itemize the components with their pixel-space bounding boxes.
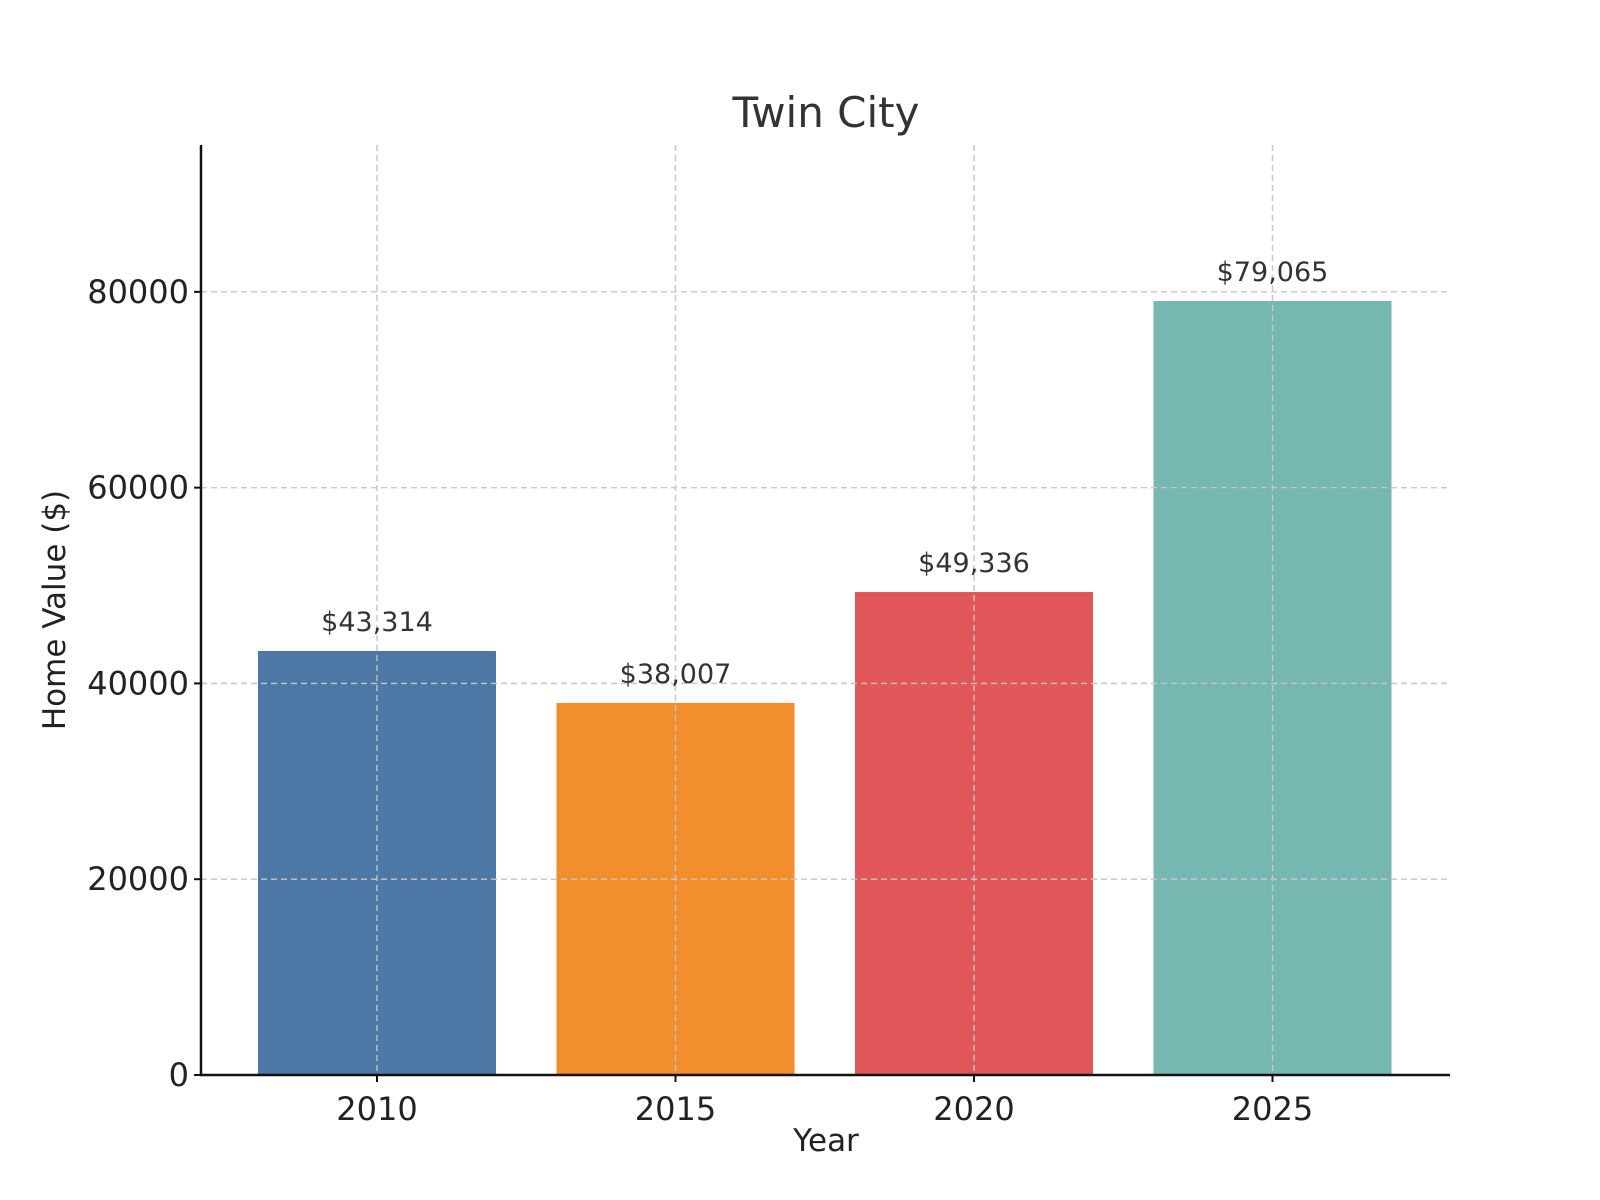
y-tick-label: 60000 [87, 469, 189, 507]
x-tick-label: 2010 [336, 1090, 417, 1128]
data-label: $43,314 [321, 607, 433, 638]
chart-title: Twin City [731, 88, 919, 137]
y-tick-label: 0 [169, 1056, 189, 1094]
labels: 0 20000 40000 60000 80000 2010 2015 2020 2025 $43… [87, 257, 1328, 1128]
y-tick-label: 80000 [87, 273, 189, 311]
x-tick-label: 2015 [635, 1090, 716, 1128]
y-tick-label: 20000 [87, 860, 189, 898]
data-label: $49,336 [918, 548, 1030, 579]
x-axis-label: Year [792, 1123, 859, 1159]
x-tick-label: 2020 [933, 1090, 1014, 1128]
y-axis-label: Home Value ($) [37, 490, 73, 730]
data-label: $79,065 [1217, 257, 1329, 288]
data-label: $38,007 [620, 659, 732, 690]
y-tick-label: 40000 [87, 664, 189, 702]
bar-2010 [258, 650, 496, 1075]
x-tick-label: 2025 [1232, 1090, 1313, 1128]
bar-2020 [855, 592, 1093, 1075]
axes [194, 145, 1450, 1082]
bars [201, 145, 1450, 1076]
